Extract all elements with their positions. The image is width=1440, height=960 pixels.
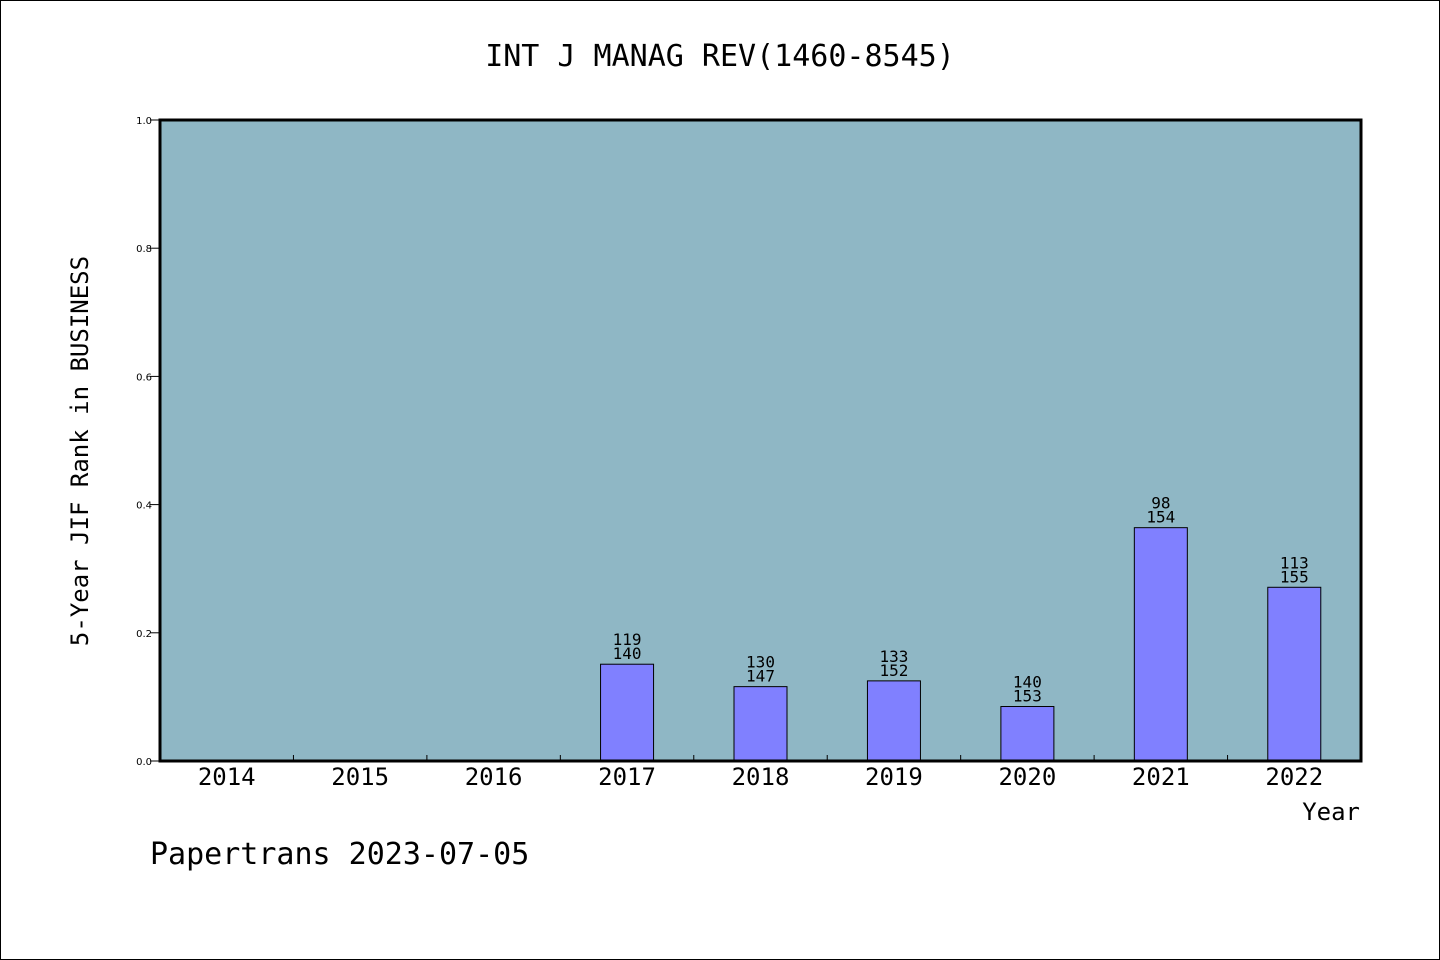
- rank-label: 98: [1151, 494, 1170, 513]
- rank-label: 130: [746, 653, 775, 672]
- x-tick-label: 2016: [465, 763, 523, 791]
- x-tick-label: 2014: [198, 763, 256, 791]
- bar-2022: [1267, 586, 1322, 762]
- y-tick-label: 0.4: [136, 501, 152, 512]
- x-axis: 2014 2015 2016 2017 2018 2019 2020 2021 2022: [198, 755, 1323, 791]
- x-tick-label: 2015: [331, 763, 389, 791]
- bar-2020: [1000, 706, 1055, 762]
- total-label: 140: [613, 644, 642, 663]
- total-label: 152: [879, 661, 908, 680]
- y-tick-label: 1.0: [136, 116, 152, 127]
- total-label: 153: [1013, 687, 1042, 706]
- y-tick-label: 0.0: [136, 757, 152, 768]
- x-tick-label: 2022: [1265, 763, 1323, 791]
- bar-2017: [600, 663, 655, 762]
- bars: [600, 527, 1322, 762]
- total-label: 155: [1280, 567, 1309, 586]
- footer-credit: Papertrans 2023-07-05: [150, 837, 529, 872]
- x-tick-label: 2020: [998, 763, 1056, 791]
- x-tick-label: 2018: [732, 763, 790, 791]
- rank-label: 119: [613, 630, 642, 649]
- plot-border: [158, 118, 1363, 763]
- rank-label: 140: [1013, 673, 1042, 692]
- total-label: 147: [746, 667, 775, 686]
- bar-2021: [1133, 527, 1188, 762]
- total-label: 154: [1146, 508, 1175, 527]
- y-axis: 0.0 0.2 0.4 0.6 0.8 1.0: [136, 116, 160, 768]
- y-tick-label: 0.6: [136, 372, 152, 383]
- x-tick-label: 2019: [865, 763, 923, 791]
- y-tick-label: 0.8: [136, 244, 152, 255]
- rank-label: 113: [1280, 553, 1309, 572]
- chart-title: INT J MANAG REV(1460-8545): [485, 39, 955, 74]
- x-axis-label: Year: [1302, 798, 1360, 826]
- rank-label: 133: [879, 647, 908, 666]
- bar-2019: [866, 680, 921, 762]
- y-axis-label: 5-Year JIF Rank in BUSINESS: [66, 256, 94, 646]
- x-tick-label: 2021: [1132, 763, 1190, 791]
- bar-2018: [733, 686, 788, 762]
- y-tick-label: 0.2: [136, 629, 152, 640]
- x-tick-label: 2017: [598, 763, 656, 791]
